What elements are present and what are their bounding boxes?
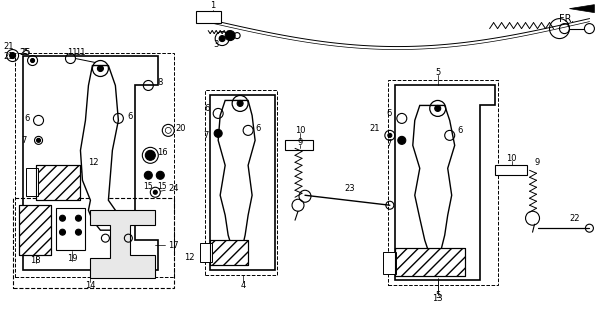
Bar [26,168,38,196]
Text: 21: 21 [369,124,380,133]
Circle shape [435,105,441,111]
Circle shape [30,59,35,62]
Bar [13,198,174,288]
Circle shape [60,229,66,235]
Text: 20: 20 [175,124,185,133]
Bar [196,11,221,23]
Circle shape [388,133,392,137]
Text: 6: 6 [128,112,133,121]
Text: 4: 4 [241,281,246,290]
Bar [19,205,50,255]
Text: 9: 9 [297,138,303,147]
Text: 19: 19 [67,254,78,263]
Text: 21: 21 [4,52,14,61]
Text: 16: 16 [157,148,168,157]
Text: 25: 25 [19,48,30,57]
Text: 24: 24 [168,184,179,193]
Bar [55,208,86,250]
Text: 14: 14 [85,281,95,290]
Circle shape [97,66,103,71]
Circle shape [10,52,16,59]
Text: 13: 13 [432,293,443,302]
Bar [210,240,248,265]
Circle shape [153,190,157,194]
Circle shape [144,171,153,179]
Text: 1: 1 [210,1,216,10]
Text: 11: 11 [67,48,78,57]
Circle shape [214,129,222,137]
Text: 22: 22 [569,214,579,223]
Text: 18: 18 [30,256,41,265]
Text: 10: 10 [506,154,517,163]
Polygon shape [91,210,155,278]
Text: 15: 15 [143,182,153,191]
Bar [383,252,396,274]
Circle shape [75,215,81,221]
Text: 15: 15 [157,182,167,191]
Text: 23: 23 [345,184,355,193]
Text: 8: 8 [157,78,163,87]
Text: 6: 6 [387,109,392,118]
Circle shape [156,171,164,179]
Bar [35,165,80,200]
Polygon shape [570,5,595,12]
Text: 25: 25 [20,48,31,57]
Text: 12: 12 [184,252,194,262]
Bar [388,81,497,285]
Polygon shape [413,105,455,255]
Bar [395,248,465,276]
Text: 17: 17 [168,241,179,250]
Text: 6: 6 [24,114,29,123]
Circle shape [75,229,81,235]
Bar [495,165,527,175]
Text: 7: 7 [203,131,208,140]
Text: 11: 11 [75,48,86,57]
Text: 10: 10 [295,126,305,135]
Text: 6: 6 [205,104,210,113]
Text: FR.: FR. [559,14,575,24]
Bar [35,165,80,200]
Bar [200,243,212,262]
Bar [15,52,174,277]
Bar [19,205,50,255]
Circle shape [237,100,243,107]
Text: 21: 21 [4,42,14,51]
Circle shape [60,215,66,221]
Circle shape [36,138,41,142]
Text: 6: 6 [255,124,261,133]
Bar [285,140,313,150]
Text: 6: 6 [457,126,462,135]
Text: 12: 12 [88,158,99,167]
Text: 7: 7 [387,139,392,148]
Bar [206,91,277,275]
Text: 3: 3 [213,40,219,49]
Bar [210,240,248,265]
Text: 5: 5 [435,68,440,77]
Circle shape [145,150,155,160]
Polygon shape [80,66,119,230]
Text: 7: 7 [21,136,27,145]
Circle shape [225,31,235,41]
Text: 5: 5 [435,291,440,300]
Bar [395,248,465,276]
Circle shape [219,36,225,42]
Text: 9: 9 [535,158,540,167]
Polygon shape [218,100,255,248]
Circle shape [398,136,406,144]
